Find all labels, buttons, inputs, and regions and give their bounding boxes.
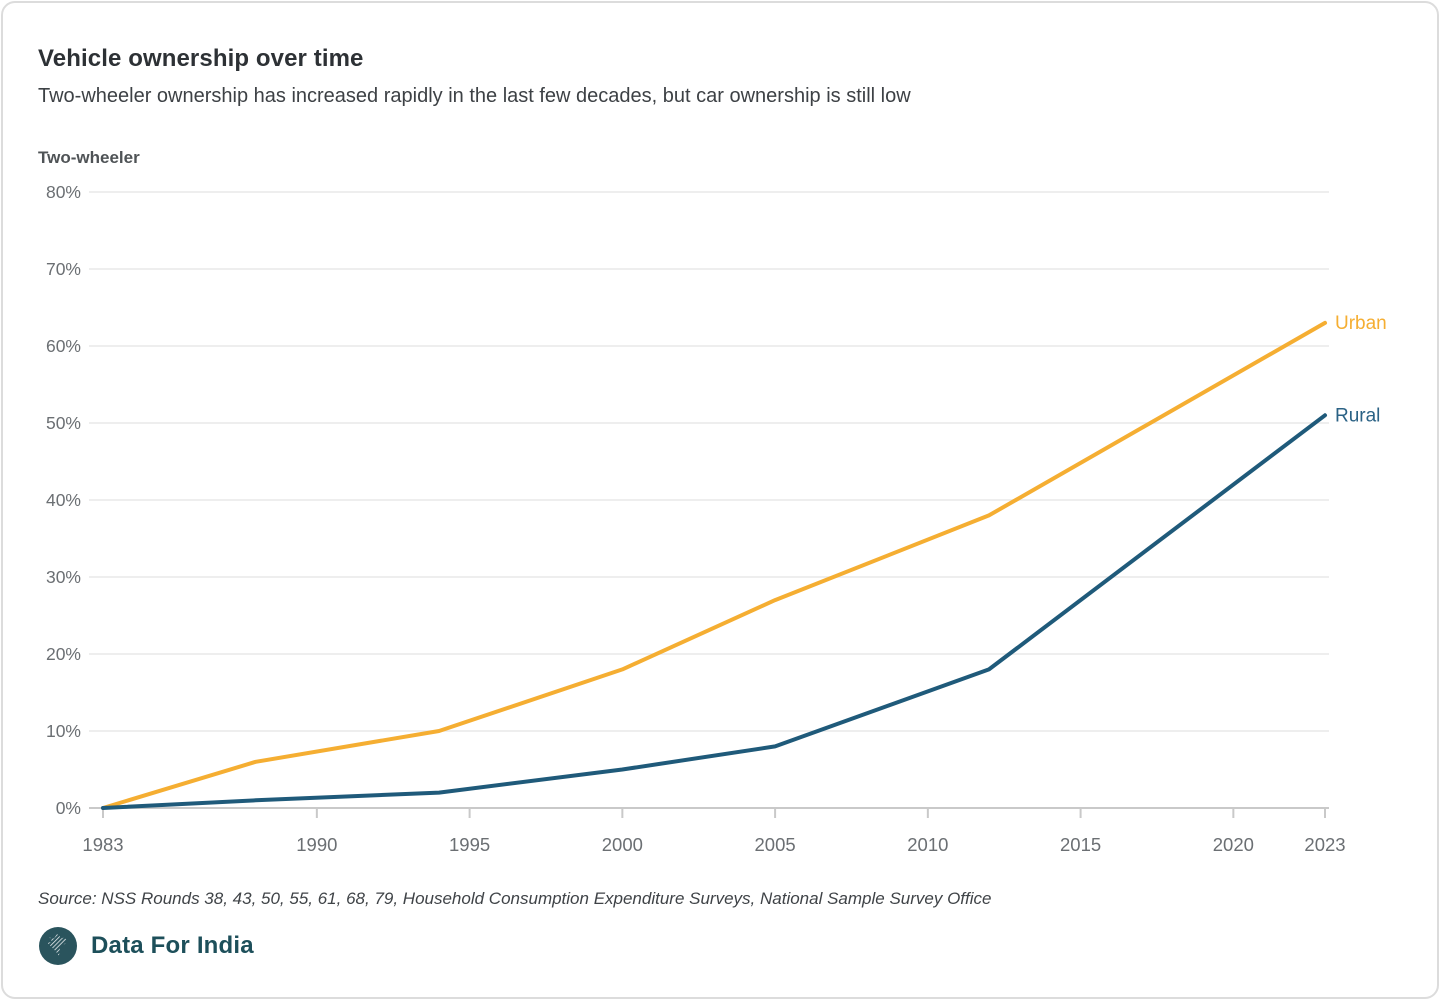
line-chart: 0% 10% 20% 30% 40% 50% 60% 70% 80% 1983 1990 1995 20…	[3, 3, 1437, 997]
brand-logo: Data For India	[39, 925, 254, 967]
page-title: Vehicle ownership over time	[38, 45, 364, 72]
series-line-urban	[101, 320, 1327, 810]
x-tick-label: 1995	[449, 834, 490, 855]
y-tick-label: 70%	[46, 259, 81, 279]
chart-subtitle: Two-wheeler ownership has increased rapi…	[38, 85, 911, 107]
y-tick-label: 0%	[56, 798, 81, 818]
data-for-india-icon	[39, 927, 77, 965]
x-tick-label: 2015	[1060, 834, 1101, 855]
x-tick-label: 2020	[1213, 834, 1254, 855]
x-tick-label: 2005	[755, 834, 796, 855]
y-tick-label: 60%	[46, 336, 81, 356]
x-tick-label: 2023	[1304, 834, 1345, 855]
series-line-rural	[101, 413, 1327, 810]
x-tick-label: 1983	[82, 834, 123, 855]
x-tick-label: 1990	[296, 834, 337, 855]
y-tick-label: 50%	[46, 413, 81, 433]
series-label-urban: Urban	[1335, 313, 1387, 334]
x-tick-label: 2010	[907, 834, 948, 855]
y-tick-label: 30%	[46, 567, 81, 587]
y-tick-label: 20%	[46, 644, 81, 664]
source-note: Source: NSS Rounds 38, 43, 50, 55, 61, 6…	[38, 889, 992, 908]
brand-name: Data For India	[91, 932, 254, 959]
y-tick-label: 40%	[46, 490, 81, 510]
x-tick-label: 2000	[602, 834, 643, 855]
y-tick-label: 10%	[46, 721, 81, 741]
chart-svg: 0% 10% 20% 30% 40% 50% 60% 70% 80% 1983 1990 1995 20…	[46, 182, 1387, 855]
series-label-rural: Rural	[1335, 405, 1380, 426]
y-tick-label: 80%	[46, 182, 81, 202]
panel-label-two-wheeler: Two-wheeler	[38, 148, 140, 167]
